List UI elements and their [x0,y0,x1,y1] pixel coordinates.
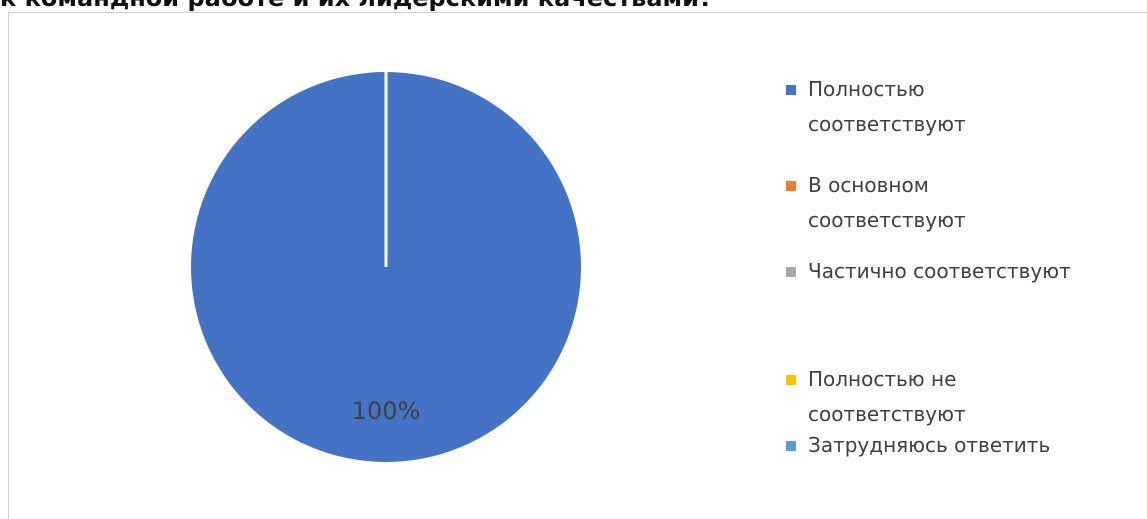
chart-heading: к командной работе и их лидерскими качес… [0,0,1147,14]
legend-label: Частично соответствуют [808,254,1071,289]
legend-swatch [786,375,796,385]
legend-item: Частично соответствуют [786,254,1071,289]
legend-label: В основном соответствуют [808,168,966,238]
legend-label-line: Полностью [808,77,925,101]
legend-label-line: Частично соответствуют [808,259,1071,283]
data-label-полностью-соответствуют: 100% [352,397,421,425]
legend-swatch [786,85,796,95]
legend-label-line: соответствуют [808,402,966,426]
chart-area [8,12,1147,519]
legend-label: Полностью не соответствуют [808,362,966,432]
legend-item: Затрудняюсь ответить [786,428,1050,463]
legend-item: Полностью не соответствуют [786,362,966,432]
legend-item: Полностью соответствуют [786,72,966,142]
legend-label-line: соответствуют [808,208,966,232]
legend-label-line: В основном [808,173,929,197]
legend-label-line: соответствуют [808,112,966,136]
legend-label-line: Полностью не [808,367,957,391]
legend-swatch [786,441,796,451]
legend-swatch [786,267,796,277]
legend-label: Полностью соответствуют [808,72,966,142]
legend-item: В основном соответствуют [786,168,966,238]
legend-label: Затрудняюсь ответить [808,428,1050,463]
legend-label-line: Затрудняюсь ответить [808,433,1051,457]
legend-swatch [786,181,796,191]
